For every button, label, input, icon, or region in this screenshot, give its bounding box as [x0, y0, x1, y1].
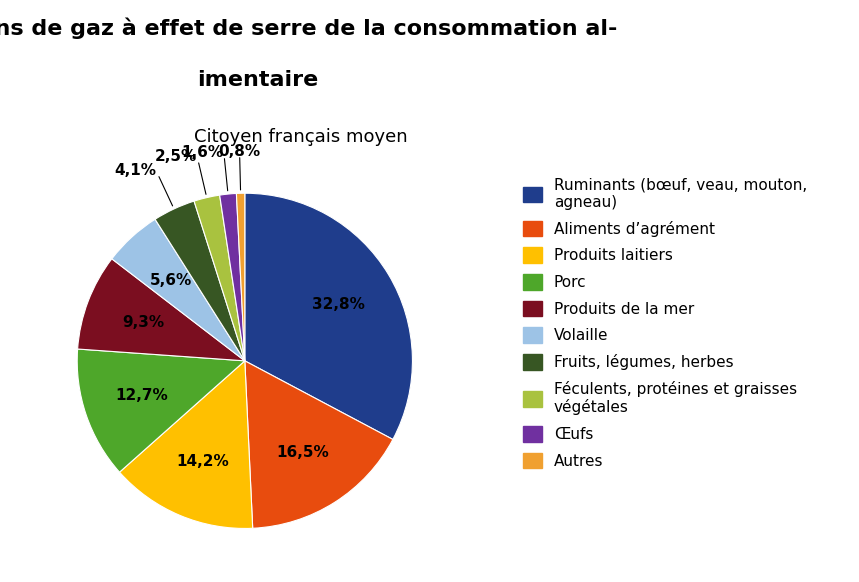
Text: 2,5%: 2,5%	[155, 150, 198, 164]
Text: 1,6%: 1,6%	[182, 145, 224, 160]
Text: 0,8%: 0,8%	[218, 144, 260, 159]
Text: Emissions de gaz à effet de serre de la consommation al-: Emissions de gaz à effet de serre de la …	[0, 17, 617, 39]
Wedge shape	[112, 219, 245, 361]
Text: 14,2%: 14,2%	[176, 454, 228, 469]
Text: 32,8%: 32,8%	[312, 297, 364, 312]
Text: 5,6%: 5,6%	[150, 273, 192, 288]
Text: imentaire: imentaire	[197, 70, 319, 90]
Text: Citoyen français moyen: Citoyen français moyen	[194, 128, 407, 146]
Legend: Ruminants (bœuf, veau, mouton,
agneau), Aliments d’agrément, Produits laitiers, : Ruminants (bœuf, veau, mouton, agneau), …	[515, 170, 815, 476]
Wedge shape	[155, 201, 245, 361]
Wedge shape	[236, 193, 245, 361]
Text: 9,3%: 9,3%	[122, 315, 164, 330]
Wedge shape	[245, 361, 393, 528]
Text: 4,1%: 4,1%	[114, 164, 156, 179]
Wedge shape	[119, 361, 253, 528]
Text: 16,5%: 16,5%	[277, 445, 330, 460]
Text: 12,7%: 12,7%	[115, 388, 168, 403]
Wedge shape	[194, 195, 245, 361]
Wedge shape	[220, 193, 245, 361]
Wedge shape	[245, 193, 412, 439]
Wedge shape	[77, 349, 245, 472]
Wedge shape	[77, 259, 245, 361]
